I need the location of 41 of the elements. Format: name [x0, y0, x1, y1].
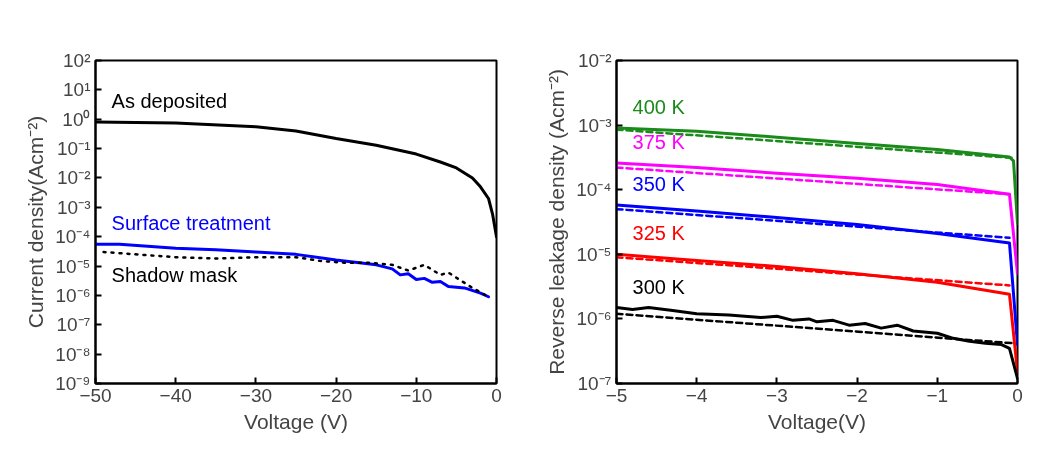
- y-axis-title: Current density(Acm⁻²): [24, 115, 48, 329]
- y-tick-label: 10⁻³: [57, 196, 91, 218]
- y-tick-label: 10⁻⁷: [56, 314, 91, 336]
- x-tick-label: −3: [766, 384, 788, 406]
- series-label: 325 K: [632, 222, 686, 245]
- x-tick-label: −40: [159, 384, 192, 406]
- series-label: 350 K: [632, 172, 686, 195]
- x-axis-title: Voltage(V): [767, 409, 867, 433]
- line-series: [616, 203, 1018, 347]
- y-tick-label: 10¹: [63, 79, 91, 101]
- y-tick-label: 10⁻⁸: [55, 343, 91, 365]
- y-axis-title: Reverse leakage density (Acm⁻²): [545, 69, 569, 375]
- line-series: [95, 242, 490, 299]
- y-tick-label: 10⁻⁶: [55, 284, 91, 306]
- series-label: 375 K: [632, 130, 686, 153]
- y-tick-label: 10⁻⁵: [55, 255, 91, 277]
- line-series: [616, 161, 1018, 276]
- y-tick-label: 10⁻²: [578, 50, 612, 71]
- y-tick-label: 10⁻⁴: [55, 226, 91, 248]
- y-tick-label: 10⁻⁴: [576, 179, 612, 201]
- x-tick-label: −30: [239, 384, 273, 406]
- series-label: Surface treatment: [111, 212, 271, 235]
- y-tick-label: 10²: [63, 50, 91, 71]
- y-tick-label: 10⁻³: [578, 114, 612, 136]
- x-tick-label: −20: [319, 384, 353, 406]
- series-label: 300 K: [632, 275, 686, 298]
- y-tick-label: 10⁻¹: [57, 138, 91, 160]
- series-label: 400 K: [632, 96, 686, 119]
- x-tick-label: 0: [1012, 384, 1023, 406]
- x-tick-label: −1: [926, 384, 949, 406]
- x-tick-label: 0: [491, 384, 502, 406]
- y-tick-label: 10⁻⁵: [576, 243, 612, 265]
- x-tick-label: −2: [846, 384, 868, 406]
- x-tick-label: −4: [685, 384, 708, 406]
- y-tick-label: 10⁻²: [57, 167, 91, 189]
- series-label: As deposited: [111, 90, 228, 113]
- series-label: Shadow mask: [111, 264, 239, 287]
- x-tick-label: −10: [400, 384, 433, 406]
- y-tick-label: 10⁻⁶: [576, 308, 612, 330]
- x-axis-title: Voltage (V): [244, 409, 348, 433]
- y-tick-label: 10⁰: [62, 108, 91, 130]
